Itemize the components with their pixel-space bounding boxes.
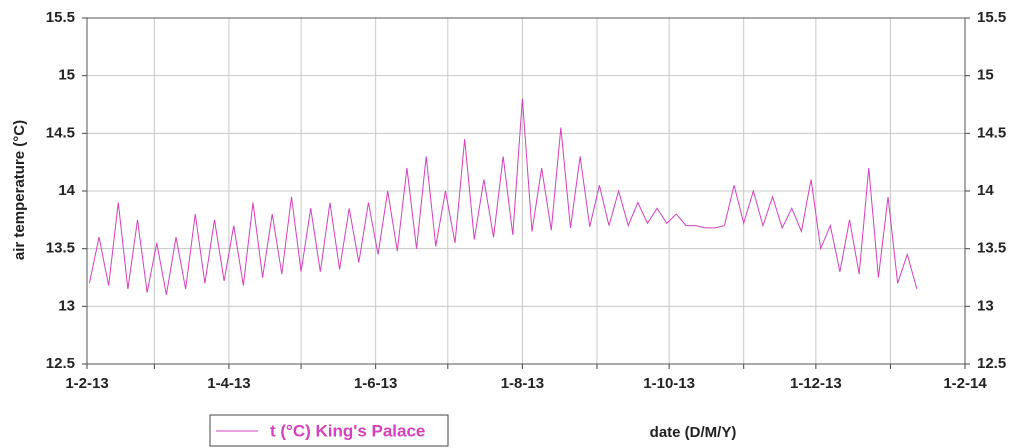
y2-tick-label: 13 [977, 297, 994, 314]
y-axis-title: air temperature (°C) [11, 120, 28, 260]
x-tick-label: 1-2-13 [65, 375, 108, 392]
y2-tick-label: 12.5 [977, 355, 1006, 372]
x-tick-label: 1-8-13 [501, 375, 544, 392]
y-tick-label: 14.5 [46, 124, 75, 141]
y-tick-label: 15 [58, 67, 75, 84]
y2-tick-label: 15.5 [977, 9, 1006, 26]
y-tick-label: 13 [58, 297, 75, 314]
data-line [88, 98, 918, 295]
y-tick-label: 13.5 [46, 240, 75, 257]
y2-tick-label: 15 [977, 67, 994, 84]
x-tick-label: 1-6-13 [354, 375, 397, 392]
x-tick-label: 1-12-13 [790, 375, 842, 392]
y-tick-label: 15.5 [46, 9, 75, 26]
legend-label: t (°C) King's Palace [270, 421, 425, 440]
x-tick-label: 1-2-14 [943, 375, 987, 392]
plot-frame [86, 17, 966, 365]
y2-tick-label: 13.5 [977, 240, 1006, 257]
x-tick-label: 1-4-13 [207, 375, 250, 392]
y2-tick-label: 14 [977, 182, 994, 199]
y-tick-label: 12.5 [46, 355, 75, 372]
y2-tick-label: 14.5 [977, 124, 1006, 141]
y-tick-label: 14 [58, 182, 75, 199]
x-axis-title: date (D/M/Y) [650, 424, 737, 441]
x-tick-label: 1-10-13 [643, 375, 695, 392]
